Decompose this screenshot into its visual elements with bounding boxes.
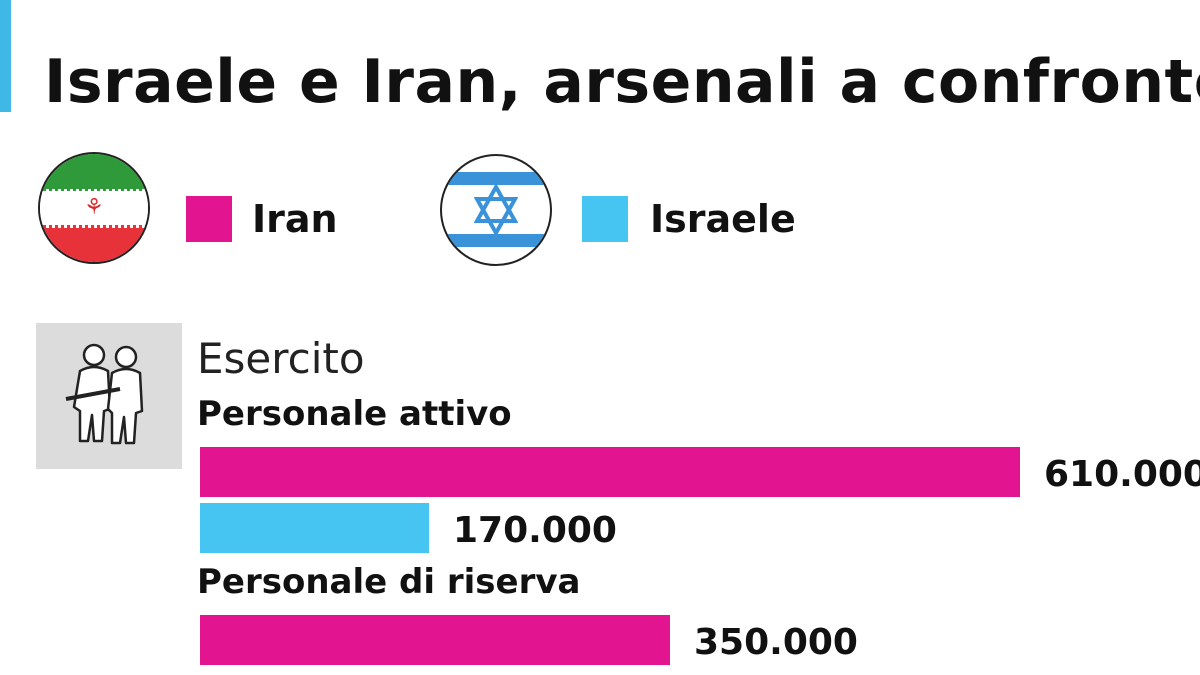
- israel-flag-icon: [440, 154, 552, 266]
- iran-flag-icon: ⚘: [38, 152, 150, 264]
- bar-iran: [200, 615, 670, 665]
- legend-label-israel: Israele: [650, 197, 796, 241]
- category-label: Personale attivo: [197, 394, 512, 434]
- bar-iran: [200, 447, 1020, 497]
- page-title: Israele e Iran, arsenali a confronto: [44, 47, 1200, 117]
- category-label: Personale di riserva: [197, 562, 581, 602]
- legend-label-iran: Iran: [252, 197, 338, 241]
- section-title: Esercito: [197, 334, 365, 383]
- bar-israel: [200, 503, 429, 553]
- legend-swatch-israel: [582, 196, 628, 242]
- data-label: 350.000: [694, 622, 858, 663]
- data-label: 170.000: [453, 510, 617, 551]
- soldiers-icon: [36, 323, 182, 469]
- data-label: 610.000: [1044, 454, 1200, 495]
- title-accent-bar: [0, 0, 11, 112]
- legend-swatch-iran: [186, 196, 232, 242]
